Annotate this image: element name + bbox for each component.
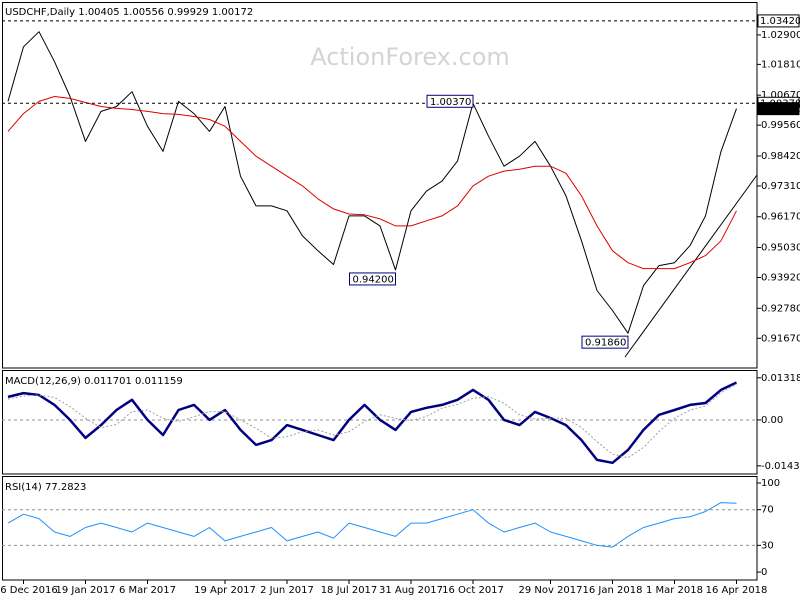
x-tick-label: 16 Oct 2017	[442, 585, 504, 596]
x-tick-label: 6 Mar 2017	[119, 585, 176, 596]
y-tick-label: 0.00	[761, 415, 783, 426]
y-tick-label: 100	[761, 478, 780, 489]
panel-title: MACD(12,26,9) 0.011701 0.011159	[5, 376, 183, 387]
y-tick-label: -0.014339	[761, 461, 800, 472]
x-tick-label: 6 Dec 2016	[0, 585, 58, 596]
trend-line	[624, 174, 758, 358]
watermark: ActionForex.com	[310, 43, 510, 71]
level-label: 1.03420	[760, 16, 800, 27]
y-tick-label: 0.97310	[761, 181, 800, 192]
y-tick-label: 0.91670	[761, 333, 800, 344]
y-tick-label: 0.96170	[761, 212, 800, 223]
y-tick-label: 0.92780	[761, 303, 800, 314]
level-box	[757, 14, 800, 28]
x-tick-label: 19 Apr 2017	[194, 585, 256, 596]
level-label: 1.00172	[760, 104, 800, 115]
price-panel	[2, 2, 758, 369]
annotation-label: 0.94200	[353, 274, 394, 285]
y-tick-label: 1.02900	[761, 30, 800, 41]
y-tick-label: 1.00670	[761, 90, 800, 101]
y-tick-label: 0	[761, 567, 767, 578]
y-tick-label: 30	[761, 540, 774, 551]
series-line	[7, 31, 737, 334]
y-tick-label: 0.013184	[761, 373, 800, 384]
annotation-box	[426, 94, 474, 108]
x-tick-label: 16 Jan 2018	[583, 585, 643, 596]
annotation-label: 1.00370	[430, 97, 471, 108]
x-tick-label: 18 Jul 2017	[321, 585, 378, 596]
panel-title: USDCHF,Daily 1.00405 1.00556 0.99929 1.0…	[5, 7, 253, 18]
series-line	[7, 502, 737, 548]
x-tick-label: 31 Aug 2017	[379, 585, 443, 596]
series-line	[7, 381, 738, 465]
panel-title: RSI(14) 77.2823	[5, 482, 86, 493]
y-tick-label: 70	[761, 505, 774, 516]
level-box	[757, 102, 800, 116]
y-tick-label: 0.93920	[761, 273, 800, 284]
annotation-label: 0.91860	[585, 338, 626, 349]
rsi-panel	[2, 476, 758, 581]
x-tick-label: 29 Nov 2017	[518, 585, 582, 596]
y-tick-label: 0.98420	[761, 151, 800, 162]
y-tick-label: 0.95030	[761, 243, 800, 254]
series-line	[7, 96, 737, 270]
y-tick-label: 1.01810	[761, 59, 800, 70]
x-tick-label: 1 Mar 2018	[646, 585, 703, 596]
x-tick-label: 2 Jun 2017	[260, 585, 314, 596]
annotation-box	[349, 272, 396, 286]
x-tick-label: 16 Apr 2018	[706, 585, 768, 596]
annotation-box	[581, 335, 629, 349]
y-tick-label: 0.99560	[761, 120, 800, 131]
x-tick-label: 19 Jan 2017	[56, 585, 116, 596]
macd-panel	[2, 370, 758, 475]
